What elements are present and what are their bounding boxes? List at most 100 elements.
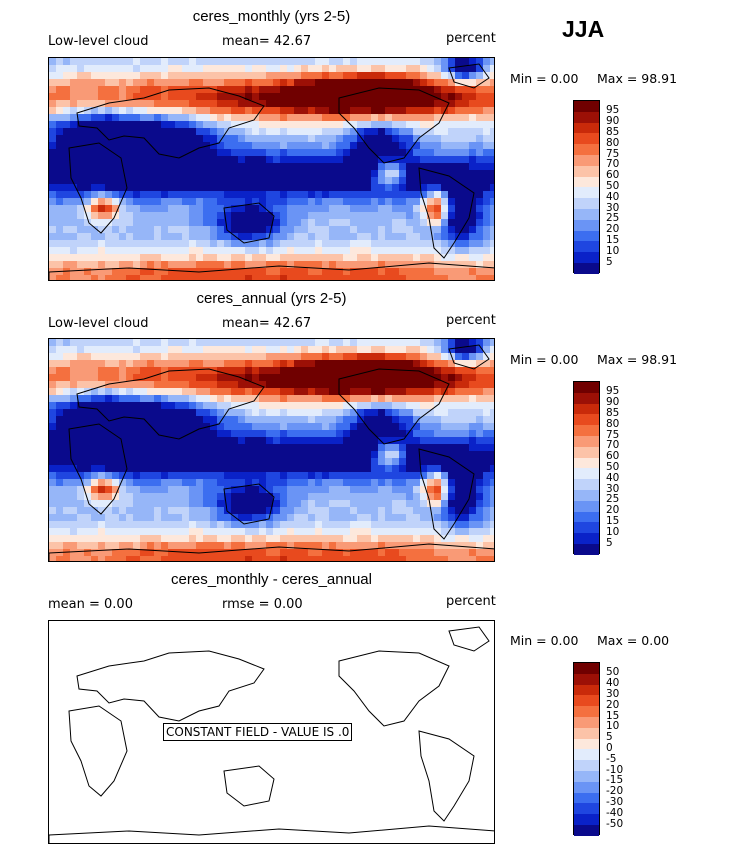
cloud-cell (203, 100, 211, 108)
cloud-cell (182, 556, 190, 561)
cloud-cell (308, 458, 316, 466)
cloud-cell (385, 86, 393, 94)
cloud-cell (490, 212, 494, 220)
cloud-cell (476, 128, 484, 136)
cloud-cell (385, 437, 393, 445)
cloud-cell (238, 360, 246, 368)
cloud-cell (98, 549, 106, 557)
cloud-cell (455, 100, 463, 108)
cloud-cell (175, 254, 183, 262)
cloud-cell (378, 191, 386, 199)
cloud-cell (413, 93, 421, 101)
cloud-cell (392, 472, 400, 480)
cloud-cell (490, 198, 494, 206)
cloud-cell (91, 430, 99, 438)
cloud-cell (140, 395, 148, 403)
cloud-cell (203, 212, 211, 220)
cloud-cell (420, 177, 428, 185)
cloud-cell (91, 437, 99, 445)
cloud-cell (56, 163, 64, 171)
cloud-cell (84, 402, 92, 410)
cloud-cell (196, 360, 204, 368)
cloud-cell (378, 65, 386, 73)
cloud-cell (231, 430, 239, 438)
cloud-cell (119, 549, 127, 557)
cloud-cell (105, 268, 113, 276)
cloud-cell (357, 191, 365, 199)
cloud-cell (441, 219, 449, 227)
cloud-cell (175, 114, 183, 122)
cloud-cell (371, 395, 379, 403)
cloud-cell (56, 535, 64, 543)
cloud-cell (168, 107, 176, 115)
cloud-cell (371, 339, 379, 347)
cloud-cell (462, 100, 470, 108)
cloud-cell (147, 346, 155, 354)
cloud-cell (315, 226, 323, 234)
cloud-cell (462, 367, 470, 375)
cloud-cell (420, 233, 428, 241)
cloud-cell (392, 184, 400, 192)
cloud-cell (427, 163, 435, 171)
cloud-cell (161, 444, 169, 452)
cloud-cell (294, 170, 302, 178)
cloud-cell (161, 254, 169, 262)
cloud-cell (231, 93, 239, 101)
cloud-cell (420, 528, 428, 536)
cloud-cell (315, 128, 323, 136)
cloud-cell (315, 346, 323, 354)
cloud-cell (203, 430, 211, 438)
cloud-cell (91, 177, 99, 185)
cloud-cell (168, 395, 176, 403)
cloud-cell (252, 247, 260, 255)
cloud-cell (259, 395, 267, 403)
cloud-cell (413, 198, 421, 206)
cloud-cell (462, 58, 470, 66)
cloud-cell (280, 346, 288, 354)
cloud-cell (490, 93, 494, 101)
cloud-cell (476, 226, 484, 234)
cloud-cell (133, 402, 141, 410)
cloud-cell (126, 528, 134, 536)
cloud-cell (371, 535, 379, 543)
cloud-cell (84, 205, 92, 213)
cloud-cell (231, 121, 239, 129)
cloud-cell (420, 374, 428, 382)
cloud-cell (364, 163, 372, 171)
cloud-cell (308, 374, 316, 382)
cloud-cell (294, 472, 302, 480)
cloud-cell (385, 353, 393, 361)
cloud-cell (175, 465, 183, 473)
cloud-cell (350, 402, 358, 410)
cloud-cell (154, 514, 162, 522)
cloud-cell (371, 135, 379, 143)
cloud-cell (210, 542, 218, 550)
cloud-cell (427, 514, 435, 522)
cloud-cell (91, 268, 99, 276)
cloud-cell (196, 528, 204, 536)
cloud-cell (91, 535, 99, 543)
cloud-cell (63, 212, 71, 220)
cloud-cell (490, 184, 494, 192)
cloud-cell (84, 254, 92, 262)
cloud-cell (175, 79, 183, 87)
cloud-cell (49, 409, 57, 417)
cloud-cell (476, 79, 484, 87)
cloud-cell (308, 388, 316, 396)
cloud-cell (126, 479, 134, 487)
cloud-cell (343, 93, 351, 101)
cloud-cell (329, 423, 337, 431)
cloud-cell (266, 275, 274, 280)
cloud-cell (329, 346, 337, 354)
cloud-cell (441, 149, 449, 157)
cloud-cell (378, 409, 386, 417)
cloud-cell (259, 423, 267, 431)
cloud-cell (413, 395, 421, 403)
cloud-cell (378, 198, 386, 206)
cloud-cell (154, 177, 162, 185)
cloud-cell (203, 437, 211, 445)
cloud-cell (287, 339, 295, 347)
cloud-cell (98, 535, 106, 543)
cloud-cell (294, 261, 302, 269)
cloud-cell (322, 479, 330, 487)
